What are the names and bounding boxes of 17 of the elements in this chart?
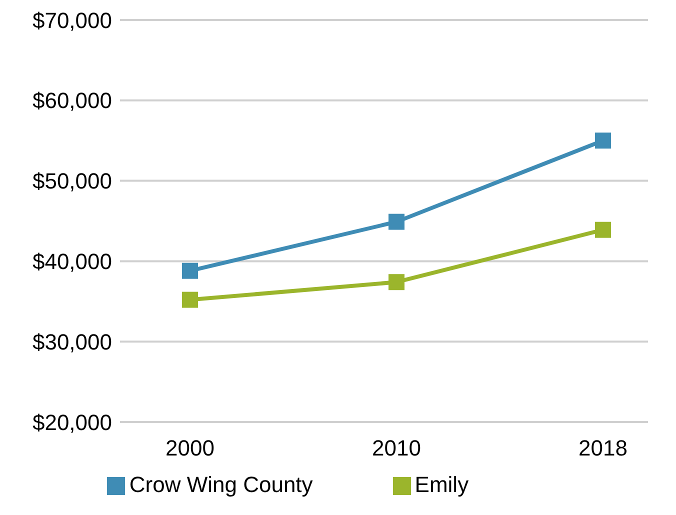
legend-label: Crow Wing County bbox=[129, 472, 313, 497]
point bbox=[182, 262, 198, 279]
point bbox=[595, 132, 611, 149]
x-tick-label: 2000 bbox=[166, 436, 214, 461]
x-tick-label: 2018 bbox=[578, 436, 628, 461]
legend-label: Emily bbox=[414, 472, 469, 497]
point bbox=[388, 214, 404, 230]
point bbox=[388, 274, 404, 290]
y-tick-label: $60,000 bbox=[32, 88, 112, 114]
y-tick-label: $50,000 bbox=[32, 168, 112, 194]
y-tick-label: $40,000 bbox=[32, 249, 112, 274]
point bbox=[595, 222, 611, 238]
y-tick-label: $20,000 bbox=[32, 410, 112, 435]
x-tick-label: 2010 bbox=[372, 436, 421, 461]
y-tick-label: $30,000 bbox=[32, 329, 112, 354]
point bbox=[182, 292, 198, 308]
y-tick-label: $70,000 bbox=[32, 8, 112, 33]
